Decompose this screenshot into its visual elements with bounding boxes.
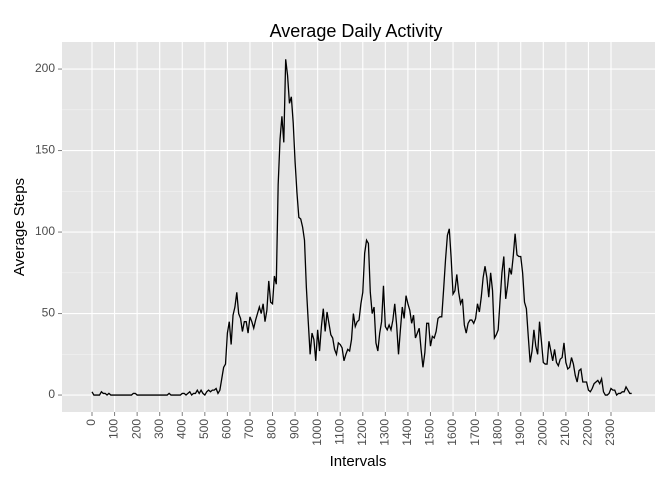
x-tick-label: 1700 — [468, 419, 482, 446]
x-tick-label: 1100 — [332, 419, 346, 445]
x-tick-label: 100 — [107, 419, 121, 439]
x-tick-label: 900 — [287, 419, 301, 439]
panel — [62, 42, 655, 412]
x-tick-label: 400 — [174, 419, 188, 439]
data-line — [91, 59, 632, 397]
y-tick-label: 150 — [35, 143, 55, 157]
x-tick-label: 0 — [84, 419, 98, 426]
x-tick-label: 2000 — [535, 419, 549, 446]
x-tick-label: 1400 — [400, 419, 414, 446]
x-axis-title: Intervals — [330, 453, 387, 470]
x-tick-label: 1800 — [490, 419, 504, 446]
x-tick-label: 2300 — [603, 419, 617, 446]
x-tick-label: 800 — [265, 419, 279, 439]
x-tick-label: 2100 — [558, 419, 572, 446]
x-tick-label: 500 — [197, 419, 211, 439]
x-tick-label: 700 — [242, 419, 256, 439]
y-tick-label: 200 — [35, 61, 55, 75]
x-tick-label: 2200 — [581, 419, 595, 446]
x-tick-label: 300 — [152, 419, 166, 439]
x-tick-label: 1900 — [513, 419, 527, 446]
x-tick-label: 1500 — [423, 419, 437, 446]
x-tick-label: 1000 — [310, 419, 324, 446]
y-tick-label: 100 — [35, 224, 55, 238]
x-tick-label: 600 — [220, 419, 234, 439]
y-tick-label: 50 — [42, 306, 56, 320]
x-tick-label: 200 — [129, 419, 143, 439]
x-tick-label: 1600 — [445, 419, 459, 446]
x-tick-label: 1200 — [355, 419, 369, 446]
chart-title: Average Daily Activity — [270, 21, 443, 41]
x-tick-label: 1300 — [378, 419, 392, 446]
y-tick-label: 0 — [48, 387, 55, 401]
y-axis-title: Average Steps — [11, 178, 28, 276]
